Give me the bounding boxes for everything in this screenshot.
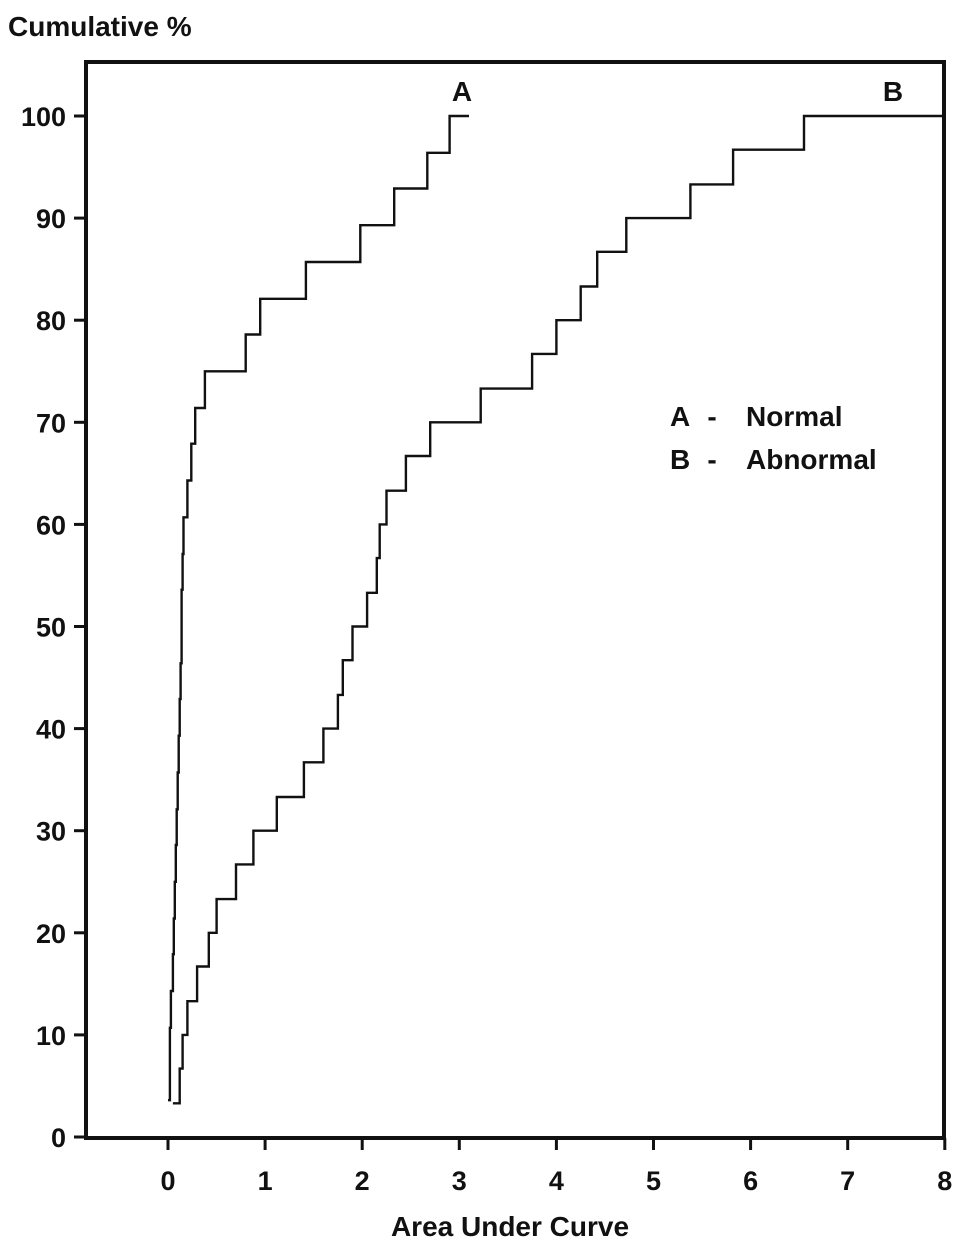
x-tick-label: 4	[549, 1166, 564, 1196]
y-tick-label: 10	[36, 1021, 66, 1051]
curve-label-b: B	[883, 76, 903, 107]
y-tick-label: 20	[36, 919, 66, 949]
y-tick-label: 30	[36, 817, 66, 847]
curve-label-a: A	[452, 76, 472, 107]
y-axis: 0 10 20 30 40 50 60 70 80 90 100	[21, 102, 86, 1153]
y-axis-title: Cumulative %	[8, 11, 192, 42]
x-axis-title: Area Under Curve	[391, 1211, 629, 1242]
legend-key-a: A	[670, 401, 690, 432]
x-tick-label: 1	[258, 1166, 273, 1196]
y-tick-label: 90	[36, 204, 66, 234]
legend-dash-a: -	[707, 401, 716, 432]
x-tick-label: 7	[840, 1166, 855, 1196]
legend-key-b: B	[670, 444, 690, 475]
y-tick-label: 70	[36, 408, 66, 438]
series-layer	[168, 114, 945, 1105]
legend: A - Normal B - Abnormal	[670, 401, 877, 475]
x-tick-label: 8	[937, 1166, 952, 1196]
x-tick-label: 6	[743, 1166, 758, 1196]
legend-dash-b: -	[707, 444, 716, 475]
y-tick-label: 100	[21, 102, 66, 132]
series-line-a	[168, 114, 469, 1102]
y-tick-label: 40	[36, 715, 66, 745]
y-tick-label: 0	[51, 1123, 66, 1153]
y-tick-label: 50	[36, 613, 66, 643]
x-tick-label: 0	[160, 1166, 175, 1196]
x-tick-label: 5	[646, 1166, 661, 1196]
y-tick-label: 60	[36, 510, 66, 540]
series-line-b	[172, 114, 945, 1105]
x-axis: 0 1 2 3 4 5 6 7 8	[160, 1138, 952, 1196]
legend-label-b: Abnormal	[746, 444, 877, 475]
legend-label-a: Normal	[746, 401, 842, 432]
y-tick-label: 80	[36, 306, 66, 336]
x-tick-label: 2	[355, 1166, 370, 1196]
plot-frame	[84, 60, 946, 1140]
x-tick-label: 3	[452, 1166, 467, 1196]
